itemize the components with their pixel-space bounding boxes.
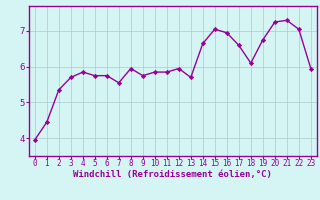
X-axis label: Windchill (Refroidissement éolien,°C): Windchill (Refroidissement éolien,°C) [73,170,272,179]
